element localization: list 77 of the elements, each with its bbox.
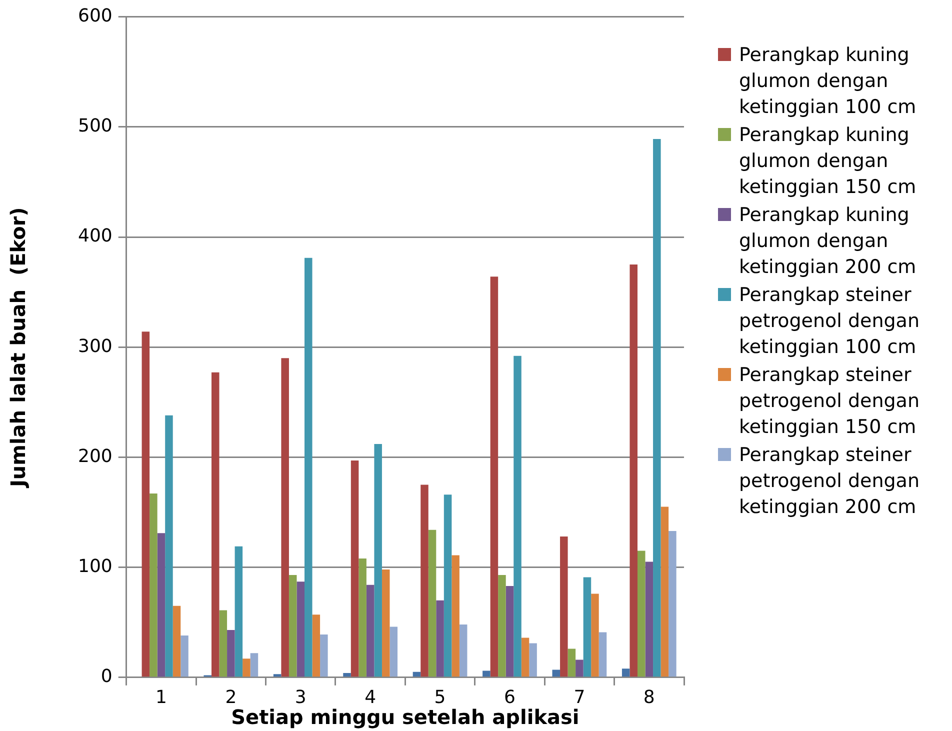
y-tick-label: 500	[78, 116, 112, 137]
bar	[390, 626, 398, 677]
bar	[645, 562, 654, 677]
bar	[506, 586, 514, 677]
bar	[350, 460, 359, 677]
bar	[637, 550, 646, 677]
legend-label: Perangkap steiner petrogenol dengan ketinggian 200 cm	[739, 443, 920, 520]
bar	[459, 624, 468, 677]
bar	[157, 533, 166, 677]
bar	[180, 636, 188, 677]
bar	[428, 530, 436, 677]
bar	[172, 606, 181, 677]
bar	[358, 558, 366, 677]
bar	[150, 494, 158, 677]
bar	[653, 139, 661, 677]
x-tick-label: 6	[504, 686, 516, 708]
bar	[382, 570, 390, 677]
bar	[142, 332, 150, 677]
bar	[576, 660, 584, 677]
bar	[296, 582, 305, 677]
bar	[668, 530, 676, 677]
legend-label: Perangkap kuning glumon dengan ketinggian 150 cm	[739, 123, 918, 200]
bar	[374, 444, 382, 677]
bar	[598, 632, 607, 677]
bar	[312, 614, 320, 677]
bar	[366, 584, 374, 677]
y-tick-label: 100	[78, 556, 112, 577]
x-tick-label: 2	[225, 686, 237, 708]
legend-label: Perangkap kuning glumon dengan ketinggian 200 cm	[739, 203, 918, 280]
bar	[490, 276, 498, 677]
x-tick-label: 3	[294, 686, 306, 708]
bar	[521, 638, 530, 677]
bar	[583, 577, 592, 677]
bar	[552, 670, 560, 677]
bar	[412, 672, 421, 677]
bar	[211, 372, 220, 677]
bar	[304, 258, 312, 677]
y-tick-label: 600	[78, 5, 112, 26]
bar	[452, 555, 460, 677]
bar	[219, 610, 228, 677]
legend-label: Perangkap steiner petrogenol dengan ketinggian 150 cm	[739, 363, 920, 440]
bar	[514, 356, 522, 677]
bar	[165, 415, 173, 677]
y-axis-title: Jumlah lalat buah (Ekor)	[6, 207, 30, 490]
bar	[630, 264, 638, 677]
x-tick-label: 8	[643, 686, 655, 708]
bar	[529, 643, 537, 677]
bar	[250, 653, 258, 677]
bar	[498, 575, 506, 677]
bar	[343, 672, 351, 677]
bar	[242, 658, 250, 677]
y-tick-label: 400	[78, 226, 112, 247]
bar	[420, 484, 428, 677]
bar	[234, 546, 243, 677]
bar	[281, 358, 289, 677]
bar	[436, 600, 444, 677]
bar	[444, 494, 452, 677]
x-tick-label: 5	[434, 686, 446, 708]
y-tick-label: 200	[78, 446, 112, 467]
bar	[591, 594, 599, 677]
bar	[568, 648, 576, 677]
y-tick-label: 0	[100, 666, 112, 688]
bar	[560, 536, 568, 677]
bar	[320, 634, 328, 677]
legend-label: Perangkap steiner petrogenol dengan ketinggian 100 cm	[739, 283, 920, 360]
x-tick-label: 1	[155, 686, 167, 708]
bar	[227, 630, 235, 677]
bar	[622, 668, 630, 677]
bar	[660, 506, 669, 677]
bar	[273, 674, 282, 677]
y-tick-label: 300	[78, 336, 112, 357]
x-tick-label: 4	[364, 686, 376, 708]
bar	[288, 575, 297, 677]
legend-label: Perangkap kuning glumon dengan ketinggian 100 cm	[739, 43, 918, 120]
x-tick-label: 7	[574, 686, 586, 708]
bar	[482, 670, 490, 677]
x-axis-title: Setiap minggu setelah aplikasi	[231, 705, 580, 730]
